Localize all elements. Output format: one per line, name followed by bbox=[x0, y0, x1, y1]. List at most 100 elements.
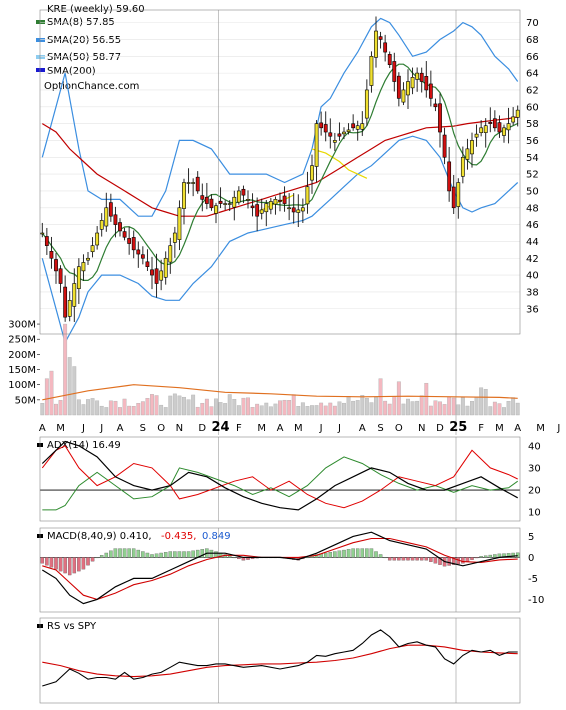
candle-body bbox=[360, 123, 365, 130]
macd-histogram-bar bbox=[182, 551, 186, 558]
volume-bar bbox=[127, 405, 132, 416]
volume-bar bbox=[250, 407, 255, 416]
volume-bar bbox=[282, 399, 287, 416]
macd-histogram-bar bbox=[506, 553, 511, 558]
x-tick-label: S bbox=[377, 423, 383, 434]
volume-bar bbox=[278, 400, 282, 416]
candle-body bbox=[195, 176, 200, 192]
candle-body bbox=[374, 30, 378, 58]
x-tick-label: N bbox=[418, 423, 425, 434]
x-tick-label: M bbox=[495, 423, 504, 434]
price-tick-label: 46 bbox=[526, 220, 539, 231]
x-tick-label: A bbox=[277, 423, 284, 434]
candle-body bbox=[401, 89, 406, 103]
volume-bar bbox=[131, 406, 136, 416]
volume-bar bbox=[451, 397, 456, 416]
legend-swatch-sma20 bbox=[36, 38, 45, 42]
macd-histogram-bar bbox=[40, 557, 45, 564]
candle-body bbox=[428, 83, 433, 99]
macd-histogram-bar bbox=[54, 557, 58, 570]
macd-histogram-bar bbox=[136, 549, 141, 558]
candle-body bbox=[95, 232, 100, 246]
candle-body bbox=[314, 123, 319, 167]
candle-body bbox=[90, 245, 95, 253]
x-tick-label: D bbox=[198, 423, 206, 434]
candle-body bbox=[118, 222, 122, 232]
macd-tick-label: 0 bbox=[528, 553, 534, 564]
legend-swatch-sma200 bbox=[36, 68, 45, 72]
macd-histogram-bar bbox=[429, 557, 433, 562]
macd-histogram-bar bbox=[355, 548, 360, 558]
candle-body bbox=[470, 140, 474, 155]
volume-bar bbox=[104, 407, 109, 416]
candle-body bbox=[342, 131, 346, 135]
volume-bar bbox=[177, 395, 182, 416]
x-tick-label: N bbox=[176, 423, 183, 434]
candle-body bbox=[250, 205, 255, 209]
candle-body bbox=[410, 77, 415, 89]
volume-bar bbox=[223, 403, 228, 416]
candle-body bbox=[474, 133, 479, 138]
candle-body bbox=[479, 127, 484, 133]
volume-bar bbox=[108, 400, 113, 416]
macd-histogram-bar bbox=[109, 550, 113, 558]
macd-histogram-bar bbox=[493, 554, 497, 558]
rs-frame bbox=[39, 617, 521, 704]
candle-body bbox=[392, 61, 397, 82]
macd-histogram-bar bbox=[86, 557, 90, 566]
volume-bar bbox=[154, 395, 159, 416]
volume-bar bbox=[447, 396, 452, 416]
candle-body bbox=[108, 202, 113, 217]
macd-histogram-bar bbox=[433, 557, 438, 564]
candle-body bbox=[131, 237, 136, 251]
candle-body bbox=[122, 231, 127, 238]
legend-swatch-sma8 bbox=[36, 20, 45, 24]
candle-body bbox=[236, 190, 241, 203]
candle-body bbox=[44, 236, 49, 246]
macd-histogram-bar bbox=[127, 548, 131, 558]
price-tick-label: 40 bbox=[526, 271, 539, 282]
x-tick-label: J bbox=[556, 423, 560, 434]
macd-histogram-bar bbox=[351, 548, 355, 558]
macd-histogram-bar bbox=[58, 557, 63, 572]
candle-body bbox=[259, 209, 264, 214]
candle-body bbox=[72, 283, 77, 307]
macd-histogram-bar bbox=[154, 553, 159, 558]
candle-body bbox=[433, 103, 438, 108]
x-tick-label: 24 bbox=[212, 420, 230, 435]
candle-body bbox=[209, 198, 214, 209]
volume-bar bbox=[291, 394, 296, 416]
price-tick-label: 58 bbox=[526, 119, 539, 130]
volume-bar bbox=[360, 395, 365, 416]
volume-bar bbox=[296, 406, 301, 416]
sma50-line bbox=[41, 116, 518, 217]
candle-body bbox=[58, 268, 63, 284]
candle-body bbox=[54, 259, 58, 272]
price-panel: 36 38 40 42 44 46 48 50 52 54 56 58 60 62 64 66 68 70 bbox=[40, 16, 539, 344]
candle-body bbox=[442, 134, 447, 158]
candle-body bbox=[364, 89, 369, 119]
volume-bar bbox=[497, 403, 502, 416]
macd-histogram-bar bbox=[410, 557, 415, 561]
price-tick-label: 66 bbox=[526, 52, 539, 63]
volume-bar bbox=[227, 394, 232, 416]
di-minus-line bbox=[41, 445, 518, 509]
macd-histogram-bar bbox=[374, 551, 378, 558]
volume-bar bbox=[342, 402, 346, 416]
macd-histogram-bar bbox=[323, 552, 328, 558]
x-tick-label: F bbox=[236, 423, 242, 434]
volume-bar bbox=[268, 406, 273, 416]
macd-histogram-bar bbox=[419, 557, 424, 561]
macd-value-red: -0.435, bbox=[161, 531, 196, 542]
x-tick-label: A bbox=[514, 423, 521, 434]
volume-bar bbox=[337, 401, 342, 416]
macd-histogram-bar bbox=[328, 552, 333, 558]
volume-bar bbox=[118, 407, 122, 416]
candle-body bbox=[136, 249, 141, 255]
volume-bar bbox=[122, 398, 127, 416]
candle-body bbox=[223, 203, 228, 205]
candle-body bbox=[406, 81, 410, 96]
candle-body bbox=[168, 245, 173, 263]
volume-bar bbox=[182, 396, 186, 416]
